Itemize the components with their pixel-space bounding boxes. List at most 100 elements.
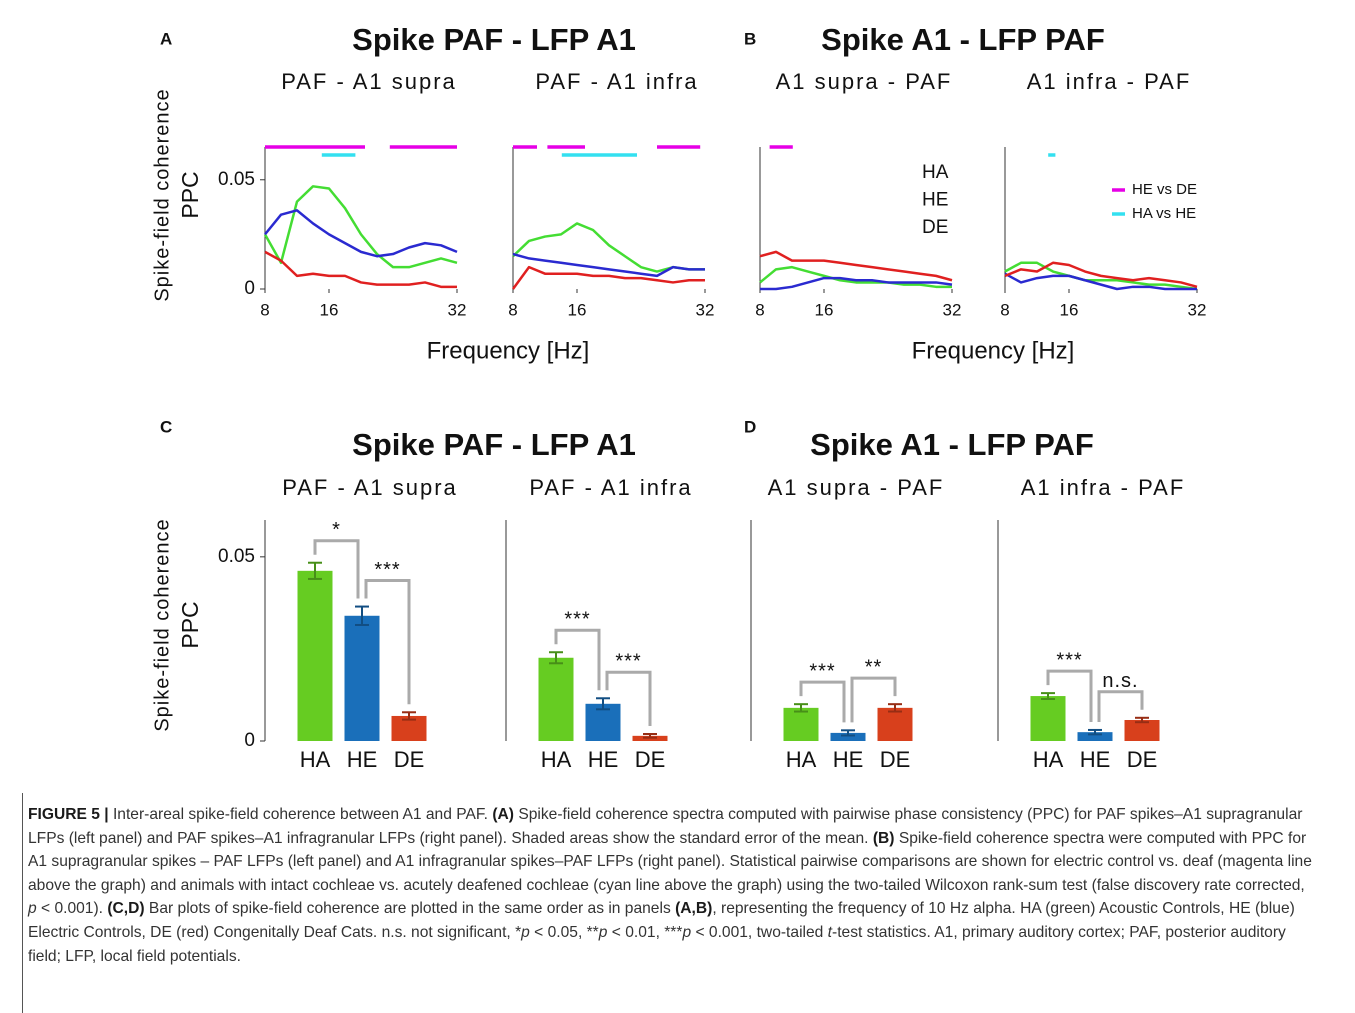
legend-label: HA vs HE: [1132, 205, 1196, 222]
comparison-label: ***: [615, 651, 641, 673]
x-tick-label: HE: [588, 747, 619, 772]
panel-label: C: [160, 417, 172, 436]
x-tick-label: HE: [1080, 747, 1111, 772]
y-tick-label: 0.05: [218, 169, 255, 190]
x-tick-label: HE: [347, 747, 378, 772]
caption-text: < 0.05, **: [529, 923, 599, 941]
x-tick-label: 16: [815, 300, 834, 319]
comparison-bracket: [850, 676, 897, 723]
comparison-label: ***: [374, 559, 400, 581]
x-tick-label: 32: [1188, 300, 1207, 319]
panel-label: B: [744, 29, 756, 48]
y-tick-label: 0: [244, 278, 255, 299]
series-line: [512, 252, 705, 278]
caption-text: -test statistics. A1, primary auditory c…: [28, 923, 1286, 965]
caption-text: p: [28, 900, 37, 918]
series-line: [1004, 261, 1198, 291]
x-tick-label: 8: [1000, 300, 1009, 319]
caption-text: (A,B): [675, 900, 713, 918]
bar: [783, 707, 819, 741]
x-tick-label: DE: [1127, 747, 1158, 772]
panel-subtitle: PAF - A1 supra: [281, 69, 457, 94]
caption-text: t: [827, 923, 833, 941]
comparison-label: *: [332, 519, 341, 541]
panel-label: D: [744, 417, 756, 436]
comparison-label: ***: [1056, 649, 1082, 671]
series-line: [760, 276, 953, 291]
legend-label: HE vs DE: [1132, 181, 1197, 198]
panel-subtitle: A1 supra - PAF: [768, 475, 945, 500]
y-tick-label: 0: [244, 730, 255, 751]
x-tick-label: 8: [260, 300, 269, 319]
y-axis-label: Spike-field coherence: [151, 88, 173, 301]
series-line: [512, 222, 705, 273]
caption-text: (B): [872, 829, 895, 847]
bar: [1077, 732, 1113, 741]
bar: [830, 732, 866, 741]
group-title: Spike PAF - LFP A1: [352, 22, 636, 57]
caption-text: Spike-field coherence spectra computed w…: [28, 806, 1303, 847]
panel-subtitle: PAF - A1 infra: [535, 69, 698, 94]
comparison-bracket: [554, 628, 601, 691]
comparison-label: n.s.: [1102, 670, 1138, 692]
panel-subtitle: A1 infra - PAF: [1021, 475, 1186, 500]
panel-subtitle: A1 supra - PAF: [776, 69, 953, 94]
x-axis-label: Frequency [Hz]: [912, 337, 1075, 364]
x-tick-label: 32: [943, 300, 962, 319]
series-line: [1004, 272, 1197, 291]
y-axis-label: PPC: [177, 171, 203, 218]
comparison-label: **: [865, 656, 883, 678]
caption-text: Bar plots of spike-field coherence are p…: [144, 900, 676, 918]
caption-text: p: [598, 923, 608, 941]
x-tick-label: 8: [508, 300, 517, 319]
group-title: Spike PAF - LFP A1: [352, 427, 636, 462]
y-axis-label: PPC: [177, 601, 203, 648]
caption-text: Spike-field coherence spectra were compu…: [28, 829, 1312, 894]
bar: [1124, 720, 1160, 741]
series-line: [264, 209, 458, 258]
x-tick-label: 8: [755, 300, 764, 319]
bar: [297, 570, 333, 741]
x-tick-label: 16: [568, 300, 587, 319]
figure: A Spike PAF - LFP A1 Frequency [Hz] B Spike …: [151, 22, 1207, 772]
comparison-bracket: [1097, 690, 1144, 722]
x-tick-label: HA: [1033, 747, 1064, 772]
caption-text: (A): [492, 806, 514, 823]
x-tick-label: HE: [833, 747, 864, 772]
series-line: [759, 250, 953, 282]
legend-label: HA: [922, 162, 949, 183]
legend-label: DE: [922, 217, 948, 238]
comparison-label: ***: [809, 660, 835, 682]
x-tick-label: 32: [696, 300, 715, 319]
x-tick-label: HA: [786, 747, 817, 772]
caption-text: p: [682, 923, 692, 941]
x-tick-label: DE: [394, 747, 425, 772]
x-tick-label: 16: [1060, 300, 1079, 319]
caption-text: p: [521, 923, 530, 941]
caption-text: , representing the frequency of 10 Hz al…: [28, 900, 1295, 941]
caption: FIGURE 5 | Inter-areal spike-field coher…: [22, 793, 1312, 1013]
comparison-bracket: [605, 670, 652, 727]
bar: [1030, 696, 1066, 741]
caption-text: Inter-areal spike-field coherence betwee…: [108, 806, 493, 823]
y-axis-label: Spike-field coherence: [151, 518, 173, 731]
bar: [538, 657, 574, 741]
comparison-bracket: [313, 539, 360, 599]
x-tick-label: DE: [635, 747, 666, 772]
x-tick-label: DE: [880, 747, 911, 772]
series-line: [264, 250, 457, 289]
y-tick-label: 0.05: [218, 546, 255, 567]
x-tick-label: 16: [320, 300, 339, 319]
group-title: Spike A1 - LFP PAF: [821, 22, 1105, 57]
x-tick-label: 32: [448, 300, 467, 319]
panel-subtitle: PAF - A1 infra: [529, 475, 692, 500]
caption-text: < 0.001, two-tailed: [691, 923, 828, 941]
comparison-label: ***: [564, 609, 590, 631]
caption-text: < 0.01, ***: [607, 923, 683, 941]
series-line: [511, 265, 705, 290]
caption-text: FIGURE 5 |: [28, 806, 109, 823]
series-line: [263, 185, 458, 269]
panel-label: A: [160, 29, 172, 48]
series-line: [759, 265, 952, 289]
